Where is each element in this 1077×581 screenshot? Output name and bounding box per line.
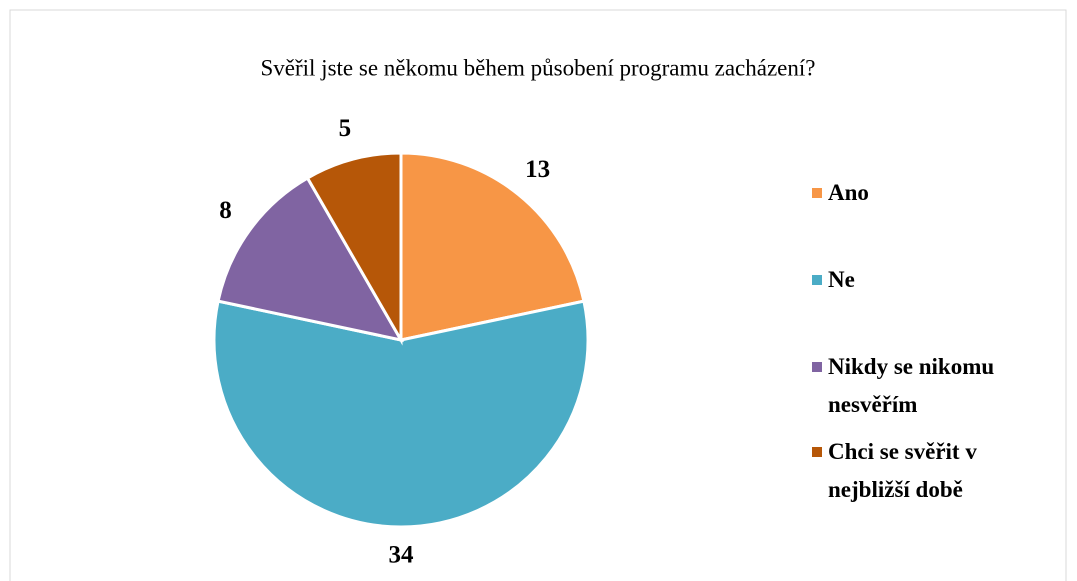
pie-slice — [399, 151, 586, 342]
pie-slice — [212, 299, 590, 529]
legend-item: Ne — [812, 261, 1062, 299]
legend-label: Nikdy se nikomu nesvěřím — [828, 354, 995, 417]
legend-swatch — [812, 188, 822, 198]
legend-swatch — [812, 447, 822, 457]
legend-label: Ano — [828, 180, 869, 205]
legend-swatch — [812, 275, 822, 285]
data-label: 5 — [339, 115, 352, 142]
pie-slice — [305, 151, 403, 346]
legend-item: Ano — [812, 174, 1062, 212]
legend-item: Nikdy se nikomu nesvěřím — [812, 348, 1062, 424]
legend-swatch — [812, 362, 822, 372]
legend-label: Ne — [828, 267, 855, 292]
legend-item: Chci se svěřit v nejbližší době — [812, 433, 1062, 509]
legend-label: Chci se svěřit v nejbližší době — [828, 439, 977, 502]
pie-slice — [216, 176, 404, 343]
data-label: 34 — [389, 542, 415, 569]
chart-title: Svěřil jste se někomu během působení pro… — [260, 55, 815, 80]
data-label: 13 — [525, 156, 550, 183]
data-label: 8 — [219, 197, 232, 224]
